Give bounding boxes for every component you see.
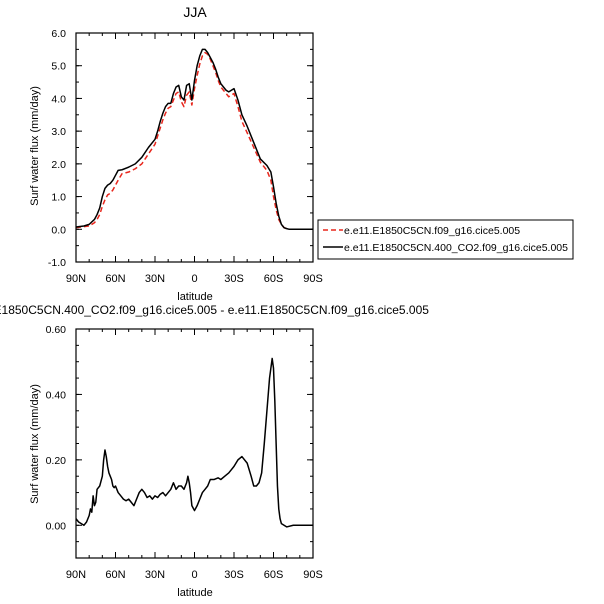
bottom-xtick-label: 0	[191, 569, 197, 581]
top-panel: JJA 90N 60N 30N 0 30S 60S 90S -1.0 0.0 1.0 2.0 3.0…	[29, 4, 323, 303]
legend: e.e11.E1850C5CN.f09_g16.cice5.005 e.e11.…	[317, 219, 574, 260]
top-ticks	[75, 32, 314, 263]
top-xtick-label: 30S	[224, 273, 244, 285]
bottom-ytick-label: 0.60	[46, 324, 67, 336]
bottom-chart-title: e.e11.E1850C5CN.400_CO2.f09_g16.cice5.00…	[0, 303, 429, 317]
bottom-xtick-label: 90S	[303, 569, 323, 581]
top-xtick-label: 60N	[105, 273, 125, 285]
top-ytick-label: 6.0	[51, 28, 66, 40]
top-xtick-label: 90N	[66, 273, 86, 285]
top-x-tick-labels: 90N 60N 30N 0 30S 60S 90S	[66, 273, 323, 285]
bottom-xtick-label: 30N	[145, 569, 165, 581]
bottom-series-layer	[75, 357, 313, 528]
bottom-panel: e.e11.E1850C5CN.400_CO2.f09_g16.cice5.00…	[0, 303, 429, 599]
top-ytick-label: 0.0	[51, 224, 66, 236]
bottom-y-tick-labels: 0.00 0.20 0.40 0.60	[46, 324, 67, 532]
top-xtick-label: 60S	[264, 273, 284, 285]
bottom-ytick-label: 0.40	[46, 389, 67, 401]
top-ytick-label: 1.0	[51, 192, 66, 204]
top-ytick-label: 4.0	[51, 93, 66, 105]
top-ytick-label: 3.0	[51, 126, 66, 138]
top-y-axis-label: Surf water flux (mm/day)	[29, 86, 41, 206]
top-xtick-label: 30N	[145, 273, 165, 285]
top-ytick-label: 2.0	[51, 159, 66, 171]
bottom-x-tick-labels: 90N 60N 30N 0 30S 60S 90S	[66, 569, 323, 581]
legend-label-control: e.e11.E1850C5CN.f09_g16.cice5.005	[344, 225, 520, 237]
legend-box	[317, 219, 574, 260]
bottom-ticks	[75, 328, 314, 559]
bottom-y-axis-label: Surf water flux (mm/day)	[29, 384, 41, 504]
top-xtick-label: 0	[191, 273, 197, 285]
top-xtick-label: 90S	[303, 273, 323, 285]
bottom-xtick-label: 30S	[224, 569, 244, 581]
legend-label-experiment: e.e11.E1850C5CN.400_CO2.f09_g16.cice5.00…	[344, 242, 568, 254]
top-x-axis-label: latitude	[177, 291, 212, 303]
top-y-tick-labels: -1.0 0.0 1.0 2.0 3.0 4.0 5.0 6.0	[48, 28, 66, 269]
bottom-xtick-label: 60N	[105, 569, 125, 581]
top-ytick-label: 5.0	[51, 61, 66, 73]
top-series-layer	[75, 48, 313, 231]
top-chart-title: JJA	[183, 4, 207, 20]
bottom-x-axis-label: latitude	[177, 587, 212, 599]
top-ytick-label: -1.0	[48, 257, 66, 269]
top-plot-frame	[75, 32, 314, 263]
bottom-series-line-0	[75, 357, 313, 528]
bottom-xtick-label: 60S	[264, 569, 284, 581]
bottom-xtick-label: 90N	[66, 569, 86, 581]
bottom-ytick-label: 0.20	[46, 455, 67, 467]
top-series-line-1	[75, 48, 313, 231]
top-series-line-0	[75, 51, 313, 231]
bottom-ytick-label: 0.00	[46, 520, 67, 532]
bottom-plot-frame	[75, 328, 314, 559]
